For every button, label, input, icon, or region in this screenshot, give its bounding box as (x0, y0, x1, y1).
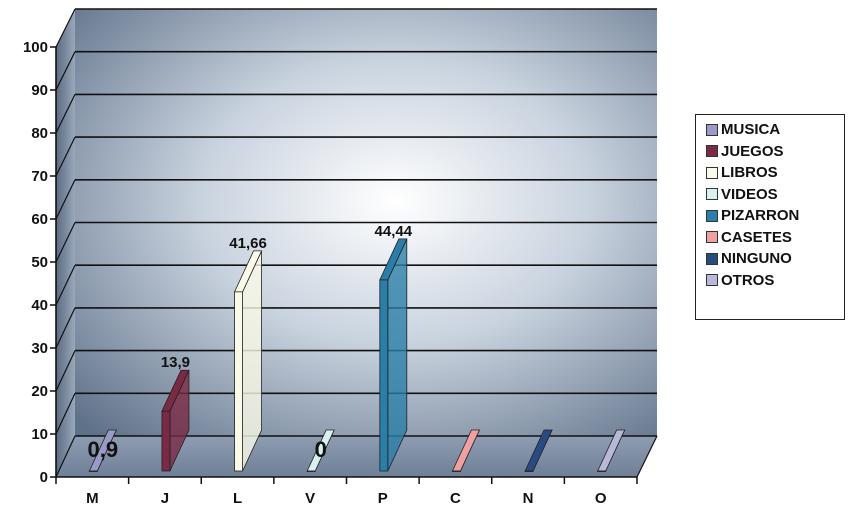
bar-o (597, 429, 626, 472)
gridline-side (55, 94, 76, 134)
bar-p (379, 238, 408, 472)
legend-item: LIBROS (706, 162, 838, 184)
legend-swatch (706, 252, 718, 265)
x-tick-label: C (450, 490, 461, 507)
legend-item: JUEGOS (706, 141, 838, 163)
legend-label: PIZARRON (721, 207, 800, 225)
data-label: 41,66 (229, 235, 267, 252)
legend-item: CASETES (706, 227, 838, 249)
y-tick-label: 40 (31, 297, 48, 314)
bar-m (88, 429, 117, 472)
x-tick-label: L (233, 490, 242, 507)
data-label: 0,9 (88, 437, 119, 462)
y-tick-label: 100 (23, 39, 48, 56)
gridline-side (55, 179, 76, 220)
legend-label: MUSICA (721, 121, 781, 139)
data-label: 44,44 (375, 223, 413, 240)
legend-item: NINGUNO (706, 248, 838, 270)
legend-swatch (706, 231, 718, 244)
legend-label: OTROS (721, 271, 775, 289)
data-label: 13,9 (161, 354, 190, 371)
y-tick-label: 20 (31, 383, 48, 400)
legend-item: PIZARRON (706, 205, 838, 227)
legend-label: LIBROS (721, 164, 778, 182)
legend-item: VIDEOS (706, 184, 838, 206)
bar-n (524, 429, 553, 472)
x-tick-label: O (595, 490, 607, 507)
y-tick-label: 80 (31, 125, 48, 142)
gridline-side (55, 136, 76, 177)
y-tick-label: 0 (40, 469, 48, 486)
legend-label: NINGUNO (721, 250, 792, 268)
bars (88, 238, 626, 472)
gridline-side (55, 350, 76, 392)
legend-label: JUEGOS (721, 142, 784, 160)
gridline-side (55, 307, 76, 349)
x-tick-label: M (86, 490, 99, 507)
bar-v (306, 429, 335, 472)
y-tick-label: 70 (31, 168, 48, 185)
x-tick-label: N (523, 490, 534, 507)
legend-label: VIDEOS (721, 185, 778, 203)
x-tick-label: J (161, 490, 169, 507)
bar-c (451, 429, 481, 472)
legend-swatch (706, 166, 718, 179)
legend-swatch (706, 209, 718, 222)
gridline-side (55, 222, 76, 263)
legend: MUSICA JUEGOS LIBROS VIDEOS PIZARRON CASETES N… (695, 114, 845, 320)
data-label: 0 (315, 437, 327, 462)
x-tick-label: P (378, 490, 388, 507)
y-tick-label: 50 (31, 254, 48, 271)
axes: 0 10 20 30 40 50 60 70 80 90 100 M J L V P C N O (23, 39, 658, 507)
gridline-side (55, 264, 76, 306)
y-tick-label: 10 (31, 426, 48, 443)
legend-swatch (706, 145, 718, 158)
gridline-side (55, 8, 76, 48)
data-labels: 0,9 13,9 41,66 0 44,44 (88, 223, 413, 462)
bar-l (233, 250, 263, 472)
y-tick-label: 60 (31, 211, 48, 228)
gridline-side (55, 435, 76, 478)
bar-j (161, 369, 190, 472)
legend-item: OTROS (706, 270, 838, 292)
y-tick-label: 90 (31, 82, 48, 99)
legend-item: MUSICA (706, 119, 838, 141)
plot-walls (56, 9, 657, 477)
gridline-side (55, 51, 76, 91)
legend-swatch (706, 123, 718, 136)
legend-label: CASETES (721, 228, 792, 246)
y-tick-label: 30 (31, 340, 48, 357)
floor-edge (636, 435, 658, 478)
gridline-side (55, 393, 76, 435)
floor (56, 436, 657, 477)
legend-swatch (706, 188, 718, 201)
x-tick-label: V (305, 490, 315, 507)
legend-swatch (706, 274, 718, 287)
